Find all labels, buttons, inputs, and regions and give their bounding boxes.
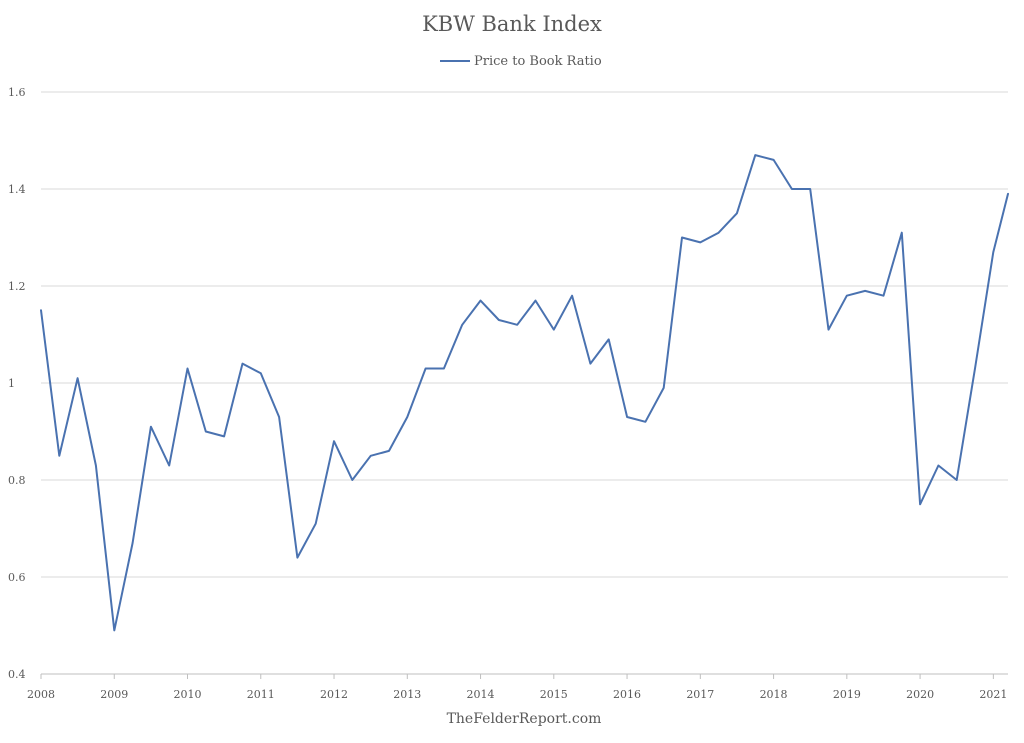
x-tick-label: 2020 [906,688,934,701]
x-tick-label: 2016 [613,688,641,701]
x-tick-label: 2013 [393,688,421,701]
y-tick-label: 0.8 [8,474,26,487]
y-tick-label: 0.6 [8,571,26,584]
x-tick-label: 2014 [467,688,495,701]
x-tick-label: 2018 [760,688,788,701]
footer-source: TheFelderReport.com [447,711,602,727]
series-line-0 [40,154,1009,632]
legend-label: Price to Book Ratio [474,54,602,69]
y-tick-label: 1 [8,377,15,390]
x-tick-label: 2012 [320,688,348,701]
y-tick-label: 1.2 [8,280,26,293]
x-tick-label: 2019 [833,688,861,701]
grid [41,91,1008,675]
legend: Price to Book Ratio [440,54,602,69]
y-tick-label: 0.4 [8,668,26,681]
chart-title: KBW Bank Index [422,12,602,36]
x-tick-label: 2010 [174,688,202,701]
y-axis-ticks: 0.4 0.6 0.8 1 1.2 1.4 1.6 [8,86,26,681]
x-tick-label: 2015 [540,688,568,701]
x-tick-label: 2017 [686,688,714,701]
y-tick-label: 1.4 [8,183,26,196]
y-tick-label: 1.6 [8,86,26,99]
series-layer [40,154,1009,632]
x-axis-ticks: 2008 2009 2010 2011 2012 2013 2014 2015 2016 2017… [27,674,1007,701]
x-tick-label: 2011 [247,688,275,701]
x-tick-label: 2008 [27,688,55,701]
x-tick-label: 2009 [100,688,128,701]
x-tick-label: 2021 [979,688,1007,701]
